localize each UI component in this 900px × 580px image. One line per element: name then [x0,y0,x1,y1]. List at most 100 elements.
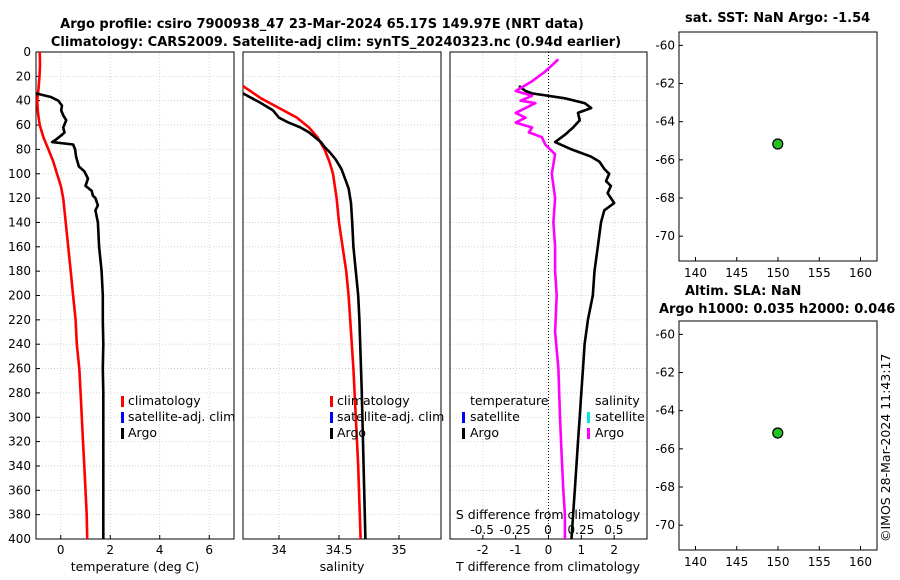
map-x-tick-label: 150 [767,555,790,569]
legend-argo-label-2: Argo [337,425,366,440]
y-tick-label: 100 [8,167,31,181]
map-x-tick-label: 160 [849,266,872,280]
legend-satellite-label-2: satellite-adj. clim [337,409,444,424]
salinity-xlabel: salinity [320,559,365,574]
map-y-tick-label: -70 [655,229,675,243]
y-tick-label: 400 [8,532,31,546]
map-x-tick-label: 145 [725,266,748,280]
difference-legend-salinity: salinity satellite Argo [587,393,645,440]
legend-argo-swatch [121,428,124,439]
sst-map-title: sat. SST: NaN Argo: -1.54 [685,11,870,26]
y-tick-label: 0 [23,45,31,59]
x-tick-label: 2 [106,543,114,557]
temperature-panel: 0204060801001201401601802002202402602803… [8,45,235,574]
salinity-panel: 34 34.5 35 salinity climatology satellite-… [242,51,444,574]
y-tick-label: 340 [8,459,31,473]
x-tick-label: -1 [510,543,522,557]
map-x-tick-label: 155 [808,266,831,280]
x-tick-label: 1 [578,543,586,557]
map-y-tick-label: -64 [655,115,675,129]
timestamp: ©IMOS 28-Mar-2024 11:43:17 [878,354,893,542]
map-y-tick-label: -68 [655,191,675,205]
s-difference-label: S difference from climatology [456,507,641,522]
legend-temperature-title: temperature [470,393,549,408]
series-line-argo [242,92,367,540]
chart-title-line1: Argo profile: csiro 7900938_47 23-Mar-20… [60,17,584,32]
legend-s-satellite-label: satellite [595,409,645,424]
legend-climatology-swatch-2 [330,396,333,407]
temperature-legend: climatology satellite-adj. clim Argo [121,393,235,440]
y-tick-label: 160 [8,240,31,254]
x-tick-label: 2 [610,543,618,557]
y-tick-label: 380 [8,508,31,522]
legend-climatology-label-2: climatology [337,393,410,408]
x-tick-label: 34.5 [326,543,353,557]
map-y-tick-label: -66 [655,153,675,167]
map-y-tick-label: -62 [655,77,675,91]
map-x-tick-label: 160 [849,555,872,569]
y-tick-label: 180 [8,264,31,278]
series-line-t-argo [518,85,616,540]
y-tick-label: 240 [8,337,31,351]
x-tick-label: -2 [477,543,489,557]
legend-s-satellite-swatch [587,412,590,423]
map-y-tick-label: -68 [655,480,675,494]
x-tick-label: 6 [205,543,213,557]
y-tick-label: 260 [8,362,31,376]
legend-s-argo-label: Argo [595,425,624,440]
y-tick-label: 280 [8,386,31,400]
s-tick-label: 0.25 [568,523,595,537]
legend-s-argo-swatch [587,428,590,439]
series-line-s-argo [514,58,567,539]
salinity-axes-box [242,51,442,540]
map-x-tick-label: 150 [767,266,790,280]
y-tick-label: 20 [16,69,31,83]
map-x-tick-label: 140 [684,555,707,569]
map-x-tick-label: 140 [684,266,707,280]
series-line-climatology [242,85,362,540]
legend-t-satellite-swatch [462,412,465,423]
map-y-tick-label: -70 [655,518,675,532]
sla-map-panel: Altim. SLA: NaN Argo h1000: 0.035 h2000:… [655,284,895,569]
y-tick-label: 220 [8,313,31,327]
s-tick-label: -0.25 [500,523,531,537]
t-difference-xlabel: T difference from climatology [455,559,641,574]
legend-t-satellite-label: satellite [470,409,520,424]
map-y-tick-label: -64 [655,404,675,418]
chart-title-line2: Climatology: CARS2009. Satellite-adj cli… [51,35,621,50]
sla-map-title-1: Altim. SLA: NaN [685,284,801,299]
sst-map-panel: sat. SST: NaN Argo: -1.54 140 145 150 155 16… [655,11,878,280]
legend-satellite-swatch [121,412,124,423]
profile-location-marker [772,427,784,439]
profile-location-marker [772,138,784,150]
legend-salinity-title: salinity [595,393,640,408]
y-tick-label: 200 [8,289,31,303]
y-tick-label: 120 [8,191,31,205]
map-y-tick-label: -60 [655,327,675,341]
x-tick-label: 35 [391,543,406,557]
y-tick-label: 360 [8,483,31,497]
x-tick-label: 4 [156,543,164,557]
legend-t-argo-label: Argo [470,425,499,440]
x-tick-label: 34 [271,543,286,557]
difference-panel: -2 -1 0 1 2 -0.5 -0.25 0 0.25 0.5 S difference f… [449,51,648,574]
legend-t-argo-swatch [462,428,465,439]
sla-map-title-2: Argo h1000: 0.035 h2000: 0.046 [659,302,895,317]
x-tick-label: 0 [545,543,553,557]
y-tick-label: 40 [16,94,31,108]
series-line-climatology [35,51,89,540]
map-y-tick-label: -60 [655,38,675,52]
s-tick-label: -0.5 [470,523,493,537]
y-tick-label: 80 [16,142,31,156]
x-tick-label: 0 [57,543,65,557]
difference-legend-temperature: temperature satellite Argo [462,393,549,440]
legend-satellite-label: satellite-adj. clim [128,409,235,424]
map-y-tick-label: -62 [655,366,675,380]
y-tick-label: 320 [8,435,31,449]
map-y-tick-label: -66 [655,442,675,456]
legend-argo-swatch-2 [330,428,333,439]
y-tick-label: 300 [8,410,31,424]
legend-climatology-label: climatology [128,393,201,408]
temperature-xlabel: temperature (deg C) [71,559,200,574]
